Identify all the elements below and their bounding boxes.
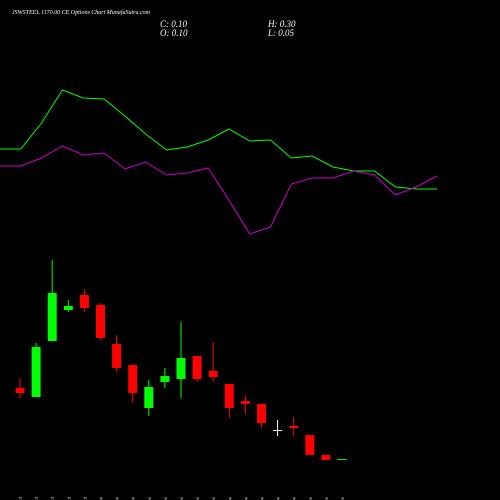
x-tick-label: 25 Nov (340, 496, 346, 500)
candle-body (240, 401, 250, 404)
candle-body (160, 376, 170, 382)
stat: H: 0.30 (267, 19, 296, 29)
candle-body (15, 388, 25, 393)
candle-body (31, 347, 41, 397)
x-tick-label: 19 Nov (276, 496, 282, 500)
x-tick-label: 24 Nov (323, 496, 330, 500)
x-tick-label: 31 Oct (82, 497, 88, 500)
candle-body (208, 371, 218, 377)
x-tick-label: 11 Nov (179, 496, 185, 500)
x-tick-label: 03 Nov (99, 496, 105, 500)
chart-title: JSWSTEEL 1170.00 CE Options Chart Munafa… (12, 9, 151, 16)
x-tick-label: 14 Nov (226, 496, 233, 500)
candle-body (96, 305, 105, 338)
x-tick-label: 20 Nov (292, 496, 298, 500)
candle-body (79, 295, 89, 308)
x-tick-label: 29 Oct (50, 497, 56, 500)
x-tick-label: 12 Nov (195, 496, 201, 500)
candle-body (273, 430, 283, 431)
x-tick-label: 10 Nov (163, 496, 169, 500)
x-tick-label: 21 Nov (308, 496, 314, 500)
candle-body (321, 455, 331, 460)
x-tick-label: 17 Nov (243, 496, 249, 500)
x-tick-label: 04 Nov (114, 496, 121, 500)
candle-body (112, 344, 122, 368)
stat: O: 0.10 (160, 28, 188, 38)
x-tick-label: 06 Nov (131, 496, 137, 500)
x-tick-label: 27 Oct (18, 497, 24, 500)
candle-body (289, 426, 299, 428)
candle-body (337, 459, 347, 460)
candle-body (47, 293, 57, 341)
candle-body (176, 358, 186, 379)
candle-body (63, 306, 73, 310)
stat: L: 0.05 (267, 28, 295, 38)
x-tick-label: 30 Oct (66, 497, 72, 500)
candle-body (224, 384, 234, 408)
line-series (0, 145, 438, 235)
candle-body (257, 404, 266, 423)
x-tick-label: 13 Nov (211, 496, 217, 500)
candle-body (144, 387, 154, 408)
candle-body (305, 435, 315, 455)
stat: C: 0.10 (160, 19, 188, 29)
x-tick-label: 07 Nov (147, 496, 153, 500)
candle-body (192, 356, 202, 379)
x-tick-label: 28 Oct (34, 497, 40, 500)
candle-body (128, 365, 138, 393)
x-tick-label: 18 Nov (260, 496, 266, 500)
line-series (0, 89, 437, 190)
